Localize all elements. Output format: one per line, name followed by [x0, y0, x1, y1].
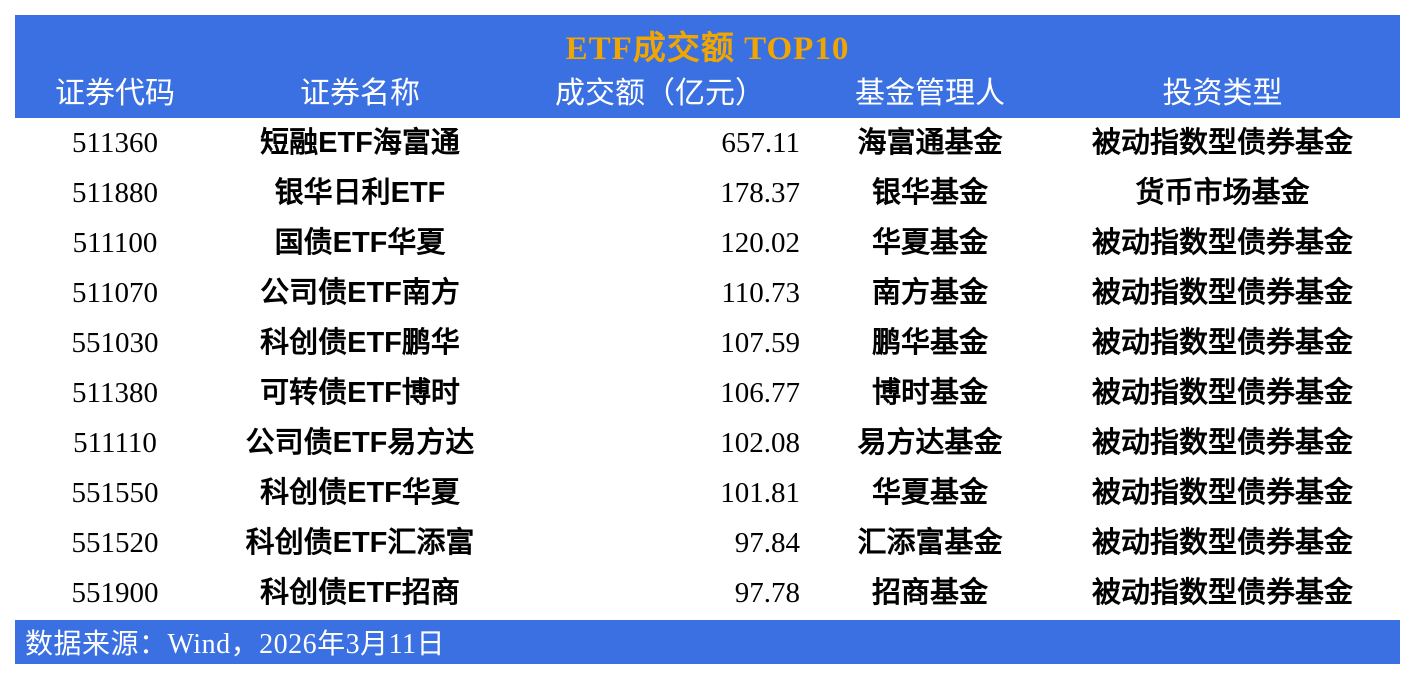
cell-fund-manager: 华夏基金	[871, 477, 988, 509]
cell-turnover: 120.02	[720, 227, 800, 259]
cell-security-code: 511070	[72, 277, 158, 309]
table-row: 511070 公司债ETF南方 110.73 南方基金 被动指数型债券基金	[15, 268, 1400, 318]
cell-investment-type: 被动指数型债券基金	[1091, 427, 1353, 459]
cell-security-code: 551030	[71, 327, 159, 359]
cell-security-code: 551520	[71, 527, 159, 559]
cell-security-name: 公司债ETF南方	[260, 277, 460, 309]
table-row: 551030 科创债ETF鹏华 107.59 鹏华基金 被动指数型债券基金	[15, 318, 1400, 368]
table-row: 511100 国债ETF华夏 120.02 华夏基金 被动指数型债券基金	[15, 218, 1400, 268]
cell-security-name: 科创债ETF鹏华	[260, 327, 460, 359]
cell-security-name: 国债ETF华夏	[274, 227, 446, 259]
cell-security-code: 551900	[71, 577, 159, 609]
page-title: ETF成交额 TOP10	[565, 31, 850, 67]
cell-turnover: 110.73	[721, 277, 800, 309]
cell-investment-type: 被动指数型债券基金	[1091, 277, 1353, 309]
cell-turnover: 106.77	[720, 377, 800, 409]
table-row: 511360 短融ETF海富通 657.11 海富通基金 被动指数型债券基金	[15, 118, 1400, 168]
cell-fund-manager: 招商基金	[871, 577, 988, 609]
cell-investment-type: 被动指数型债券基金	[1091, 127, 1353, 159]
cell-turnover: 657.11	[721, 127, 800, 159]
cell-fund-manager: 博时基金	[871, 377, 988, 409]
table-row: 551520 科创债ETF汇添富 97.84 汇添富基金 被动指数型债券基金	[15, 518, 1400, 568]
cell-security-name: 银华日利ETF	[274, 177, 446, 209]
cell-security-code: 511880	[72, 177, 158, 209]
cell-investment-type: 货币市场基金	[1135, 177, 1310, 209]
cell-security-code: 551550	[71, 477, 159, 509]
cell-fund-manager: 鹏华基金	[871, 327, 988, 359]
cell-turnover: 101.81	[720, 477, 800, 509]
cell-security-code: 511100	[72, 227, 158, 259]
data-source-band: 数据来源：Wind，2026年3月11日	[15, 620, 1400, 664]
cell-investment-type: 被动指数型债券基金	[1091, 527, 1353, 559]
column-header-fund-manager: 基金管理人	[855, 77, 1005, 110]
table-row: 511110 公司债ETF易方达 102.08 易方达基金 被动指数型债券基金	[15, 418, 1400, 468]
cell-fund-manager: 南方基金	[871, 277, 988, 309]
cell-turnover: 178.37	[720, 177, 800, 209]
cell-security-name: 公司债ETF易方达	[245, 427, 475, 459]
table-body: 511360 短融ETF海富通 657.11 海富通基金 被动指数型债券基金 5…	[15, 118, 1400, 618]
cell-security-name: 科创债ETF华夏	[260, 477, 460, 509]
column-header-investment-type: 投资类型	[1162, 77, 1283, 110]
cell-security-code: 511380	[72, 377, 158, 409]
column-header-row: 证券代码 证券名称 成交额（亿元） 基金管理人 投资类型	[15, 73, 1400, 115]
column-header-security-code: 证券代码	[55, 77, 175, 110]
data-source-text: 数据来源：Wind，2026年3月11日	[25, 629, 446, 660]
table-row: 551550 科创债ETF华夏 101.81 华夏基金 被动指数型债券基金	[15, 468, 1400, 518]
cell-security-name: 科创债ETF汇添富	[245, 527, 475, 559]
cell-turnover: 107.59	[720, 327, 800, 359]
table-row: 511880 银华日利ETF 178.37 银华基金 货币市场基金	[15, 168, 1400, 218]
column-header-security-name: 证券名称	[300, 77, 420, 110]
cell-investment-type: 被动指数型债券基金	[1091, 377, 1353, 409]
cell-investment-type: 被动指数型债券基金	[1091, 577, 1353, 609]
cell-security-name: 短融ETF海富通	[260, 127, 460, 159]
cell-fund-manager: 易方达基金	[857, 427, 1003, 459]
cell-investment-type: 被动指数型债券基金	[1091, 327, 1353, 359]
cell-security-code: 511110	[73, 427, 157, 459]
table-header-band: ETF成交额 TOP10 证券代码 证券名称 成交额（亿元） 基金管理人 投资类…	[15, 15, 1400, 118]
cell-turnover: 97.84	[734, 527, 800, 559]
cell-fund-manager: 海富通基金	[857, 127, 1003, 159]
cell-security-name: 可转债ETF博时	[260, 377, 460, 409]
cell-fund-manager: 华夏基金	[871, 227, 988, 259]
cell-security-name: 科创债ETF招商	[260, 577, 460, 609]
cell-fund-manager: 银华基金	[871, 177, 988, 209]
cell-security-code: 511360	[72, 127, 158, 159]
cell-turnover: 102.08	[720, 427, 800, 459]
cell-investment-type: 被动指数型债券基金	[1091, 227, 1353, 259]
cell-turnover: 97.78	[734, 577, 800, 609]
table-row: 551900 科创债ETF招商 97.78 招商基金 被动指数型债券基金	[15, 568, 1400, 618]
table-row: 511380 可转债ETF博时 106.77 博时基金 被动指数型债券基金	[15, 368, 1400, 418]
cell-investment-type: 被动指数型债券基金	[1091, 477, 1353, 509]
column-header-turnover: 成交额（亿元）	[555, 77, 765, 110]
cell-fund-manager: 汇添富基金	[857, 527, 1003, 559]
